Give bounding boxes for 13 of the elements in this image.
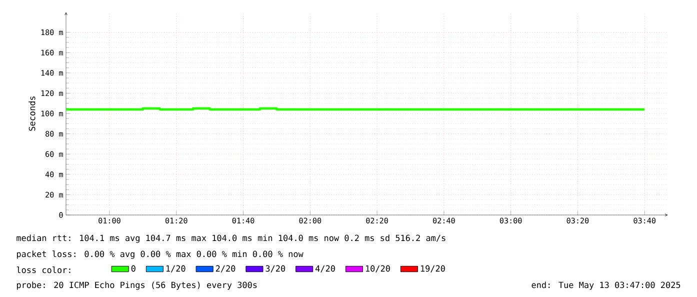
- legend-label: 1/20: [166, 265, 186, 272]
- text: end: Tue May 13 03:47:00 2025: [532, 282, 680, 290]
- legend-label: 0: [131, 265, 136, 272]
- text: probe: 20 ICMP Echo Pings (56 Bytes) every 300s: [16, 282, 257, 290]
- y-axis-title: Seconds: [28, 96, 36, 131]
- text: median rtt: 104.1 ms avg 104.7 ms max 104.0 ms min 104.0 ms now 0.2 ms sd 516.2 am/s: [16, 234, 446, 243]
- legend-label: 19/20: [420, 265, 445, 272]
- legend-label: 2/20: [216, 265, 236, 272]
- legend-label: 10/20: [366, 265, 390, 272]
- legend-label: 4/20: [316, 265, 335, 272]
- legend-label: 3/20: [266, 265, 286, 272]
- legend-title: loss color:: [16, 266, 70, 274]
- text: packet loss: 0.00 % avg 0.00 % max 0.00 % min 0.00 % now: [16, 250, 304, 259]
